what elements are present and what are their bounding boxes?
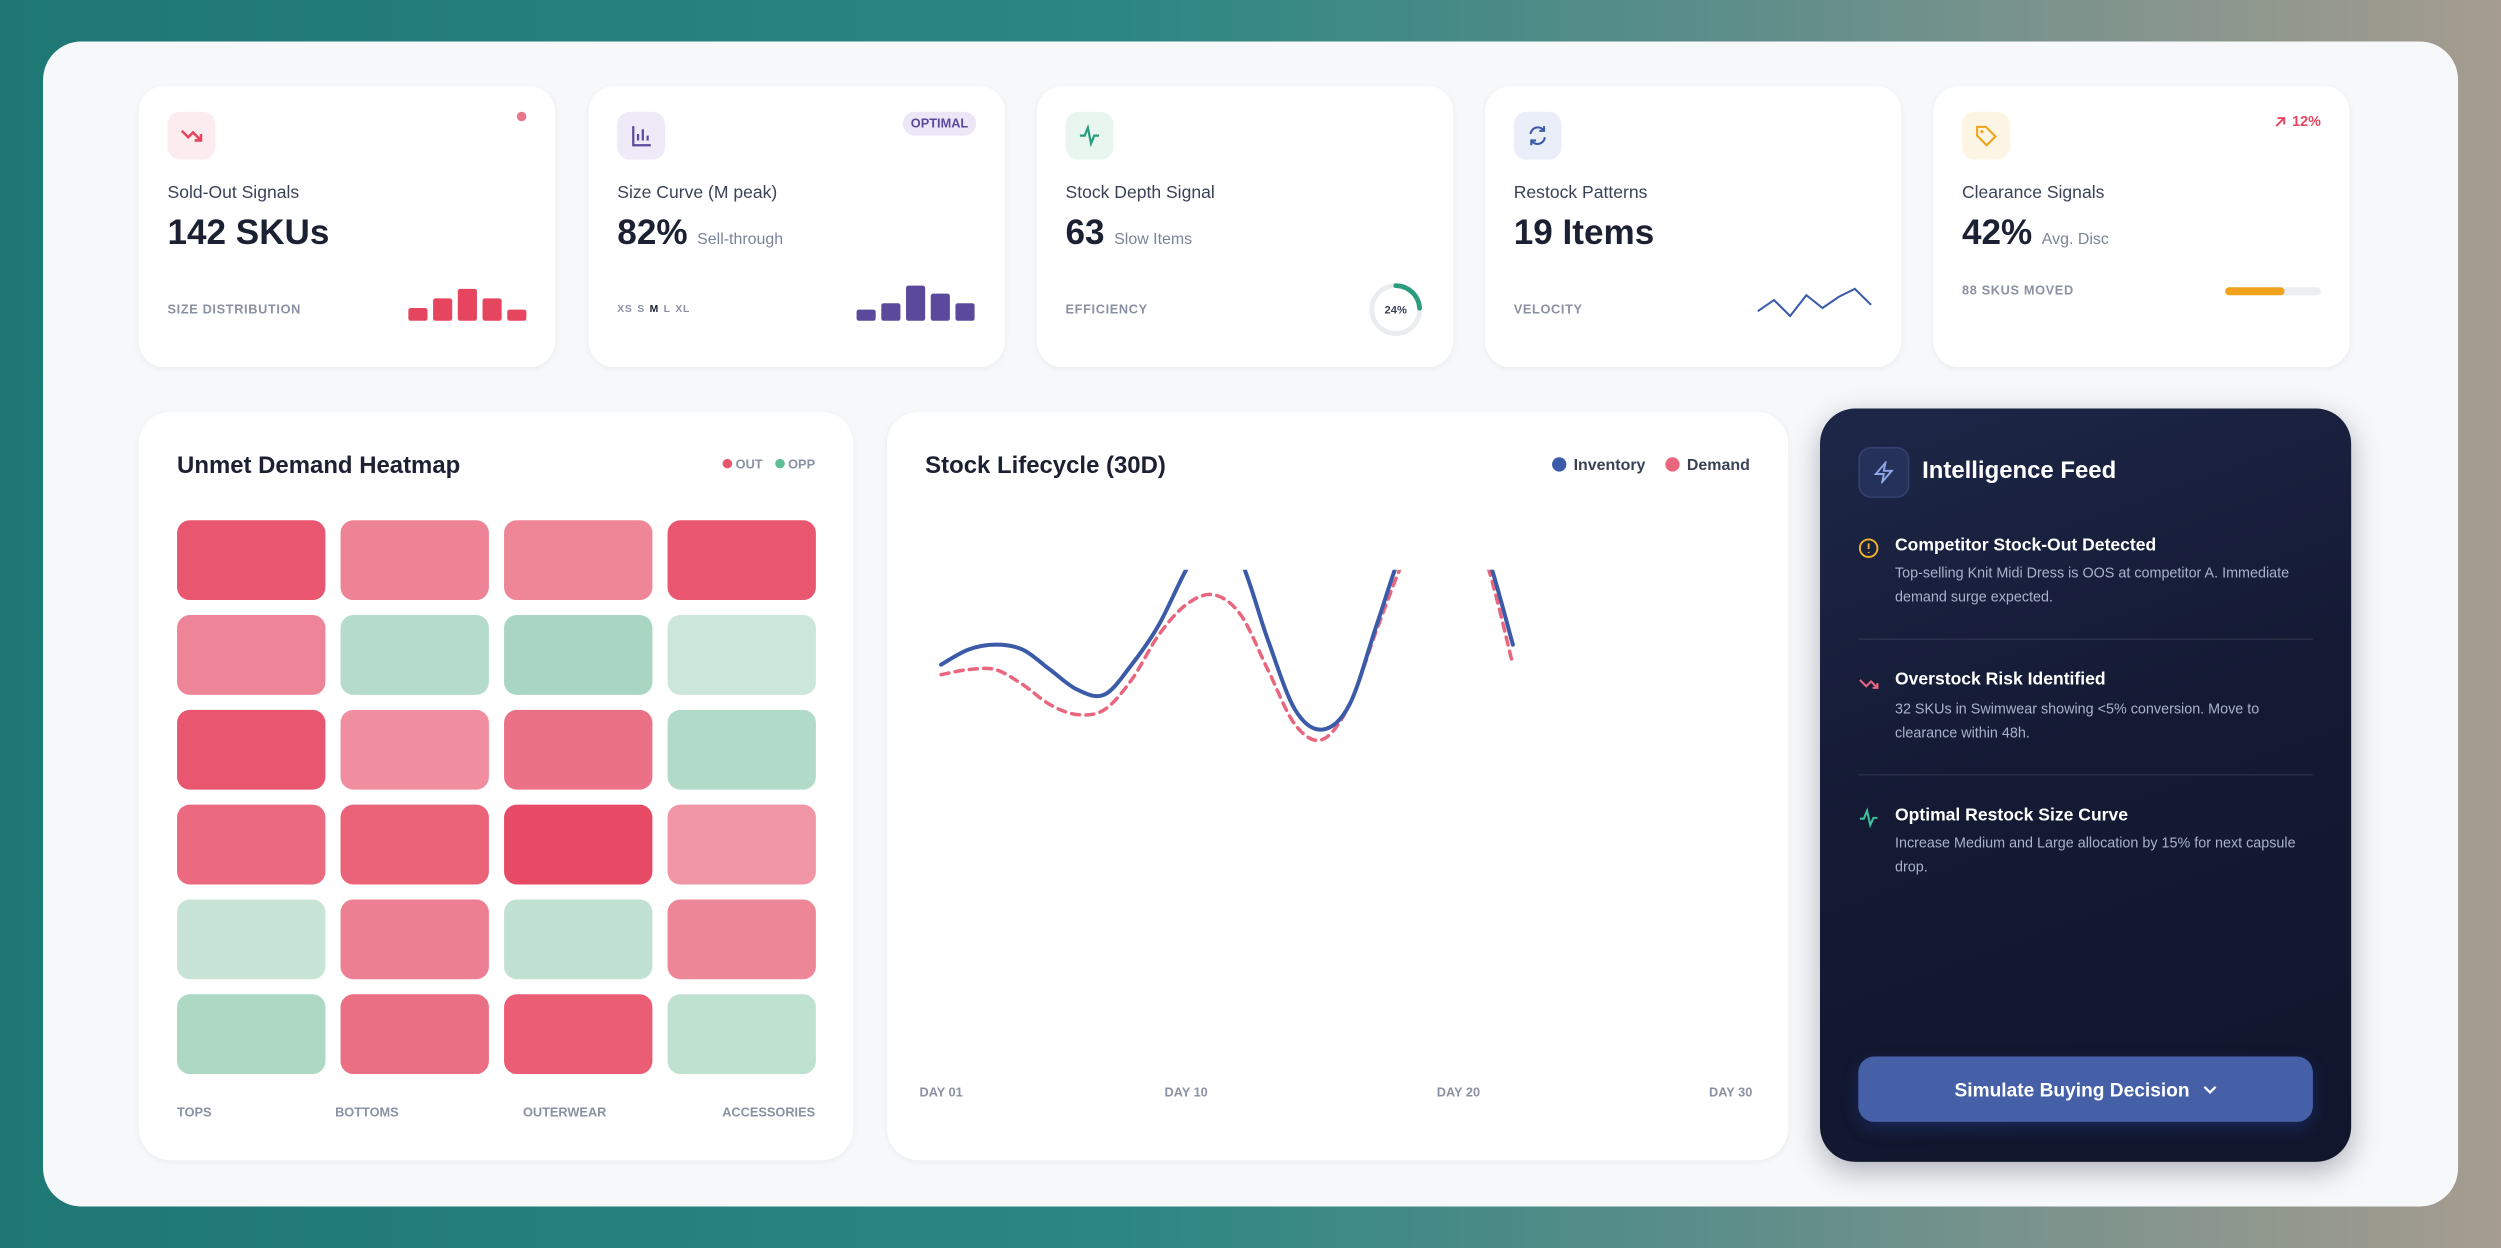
kpi-card: Restock Patterns 19 Items VELOCITY — [1485, 86, 1902, 368]
heatmap-legend: OUT OPP — [722, 457, 816, 472]
legend-dot — [1551, 457, 1566, 472]
kpi-footer: 88 SKUS MOVED — [1961, 283, 2074, 298]
kpi-card: Sold-Out Signals 142 SKUs SIZE DISTRIBUT… — [138, 86, 556, 368]
kpi-value-row: 19 Items — [1514, 212, 1654, 253]
kpi-value: 142 SKUs — [167, 212, 330, 253]
legend-item: Demand — [1664, 457, 1750, 475]
column-label: OUTERWEAR — [522, 1105, 607, 1120]
legend-item: OUT — [722, 457, 763, 472]
heatmap-title: Unmet Demand Heatmap — [177, 452, 461, 480]
size-label: S — [637, 304, 645, 316]
kpi-value-row: 63 Slow Items — [1066, 212, 1193, 253]
separator — [1858, 638, 2313, 640]
kpi-label: Size Curve (M peak) — [617, 183, 778, 203]
icon — [1859, 807, 1878, 829]
legend-item: Inventory — [1551, 457, 1645, 475]
column-label: TOPS — [177, 1105, 212, 1120]
kpi-label: Restock Patterns — [1513, 183, 1648, 203]
kpi-card: 12% Clearance Signals 42% Avg. Disc 88 SK… — [1933, 86, 2350, 368]
legend-dot — [1664, 457, 1679, 472]
kpi-value-row: 142 SKUs — [167, 212, 329, 253]
size-label: M — [649, 304, 659, 316]
size-labels: XS S M L XL — [617, 304, 690, 315]
kpi-value-row: 82% Sell-through — [617, 212, 783, 253]
feed-item-title: Competitor Stock-Out Detected — [1894, 536, 2157, 556]
size-label: XL — [675, 304, 690, 316]
icon — [1961, 111, 2010, 160]
kpi-card: OPTIMAL Size Curve (M peak) 82% Sell-thro… — [588, 86, 1005, 368]
button-label: Simulate Buying Decision — [1954, 1078, 2190, 1101]
legend-item: OPP — [775, 457, 816, 472]
kpi-unit: Slow Items — [1114, 231, 1193, 249]
kpi-value: 19 Items — [1513, 212, 1655, 253]
feed-item-text: Top-selling Knit Midi Dress is OOS at co… — [1894, 564, 2290, 605]
badge: OPTIMAL — [902, 111, 977, 136]
kpi-footer: VELOCITY — [1513, 302, 1583, 317]
kpi-card: Stock Depth Signal 63 Slow Items EFFICIEN… — [1036, 86, 1454, 368]
feed-item-title: Optimal Restock Size Curve — [1894, 805, 2129, 826]
lifecycle-legend: Inventory Demand — [1551, 457, 1750, 475]
kpi-unit: Sell-through — [697, 231, 784, 249]
feed-item-text: 32 SKUs in Swimwear showing <5% conversi… — [1894, 700, 2260, 741]
legend-label: Inventory — [1573, 457, 1646, 475]
size-label: XS — [617, 304, 633, 316]
kpi-value: 42% — [1961, 212, 2033, 253]
kpi-footer: EFFICIENCY — [1065, 302, 1148, 317]
lifecycle-card: Stock Lifecycle (30D) Inventory Demand — [886, 411, 1789, 1161]
kpi-footer: SIZE DISTRIBUTION — [167, 302, 302, 317]
legend-label: Demand — [1686, 457, 1750, 475]
icon — [1858, 538, 1879, 558]
column-label: ACCESSORIES — [722, 1105, 816, 1120]
kpi-unit: Avg. Disc — [2041, 231, 2109, 249]
kpi-value-row: 42% Avg. Disc — [1962, 212, 2109, 253]
feed-item-text: Increase Medium and Large allocation by … — [1894, 834, 2296, 875]
status-dot — [516, 111, 527, 122]
feed-item-title: Overstock Risk Identified — [1894, 670, 2106, 690]
legend-dot — [722, 458, 733, 469]
trend: 12% — [2275, 113, 2321, 129]
icon — [1859, 679, 1879, 689]
trend-value: 12% — [2292, 113, 2321, 130]
kpi-label: Clearance Signals — [1961, 183, 2105, 203]
kpi-label: Stock Depth Signal — [1065, 183, 1215, 203]
heatmap-card: Unmet Demand Heatmap OUT OPP TOPS BOTTOM… — [138, 411, 854, 1161]
feed-title: Intelligence Feed — [1922, 457, 2117, 485]
legend-dot — [775, 458, 785, 469]
kpi-value: 82% — [617, 212, 688, 253]
legend-label: OPP — [788, 457, 816, 472]
legend-label: OUT — [735, 457, 763, 472]
simulate-button[interactable]: Simulate Buying Decision — [1858, 1056, 2313, 1122]
size-label: L — [663, 304, 671, 316]
kpi-value: 63 — [1065, 212, 1105, 253]
icon — [1065, 111, 1114, 160]
icon — [1858, 446, 1910, 498]
icon — [167, 111, 216, 160]
kpi-label: Sold-Out Signals — [167, 183, 300, 203]
icon — [617, 111, 666, 160]
column-label: BOTTOMS — [335, 1105, 399, 1120]
separator — [1858, 774, 2313, 776]
feed-card: Intelligence Feed Competitor Stock-Out D… — [1820, 408, 2352, 1162]
lifecycle-title: Stock Lifecycle (30D) — [925, 452, 1166, 480]
icon — [1513, 111, 1562, 160]
